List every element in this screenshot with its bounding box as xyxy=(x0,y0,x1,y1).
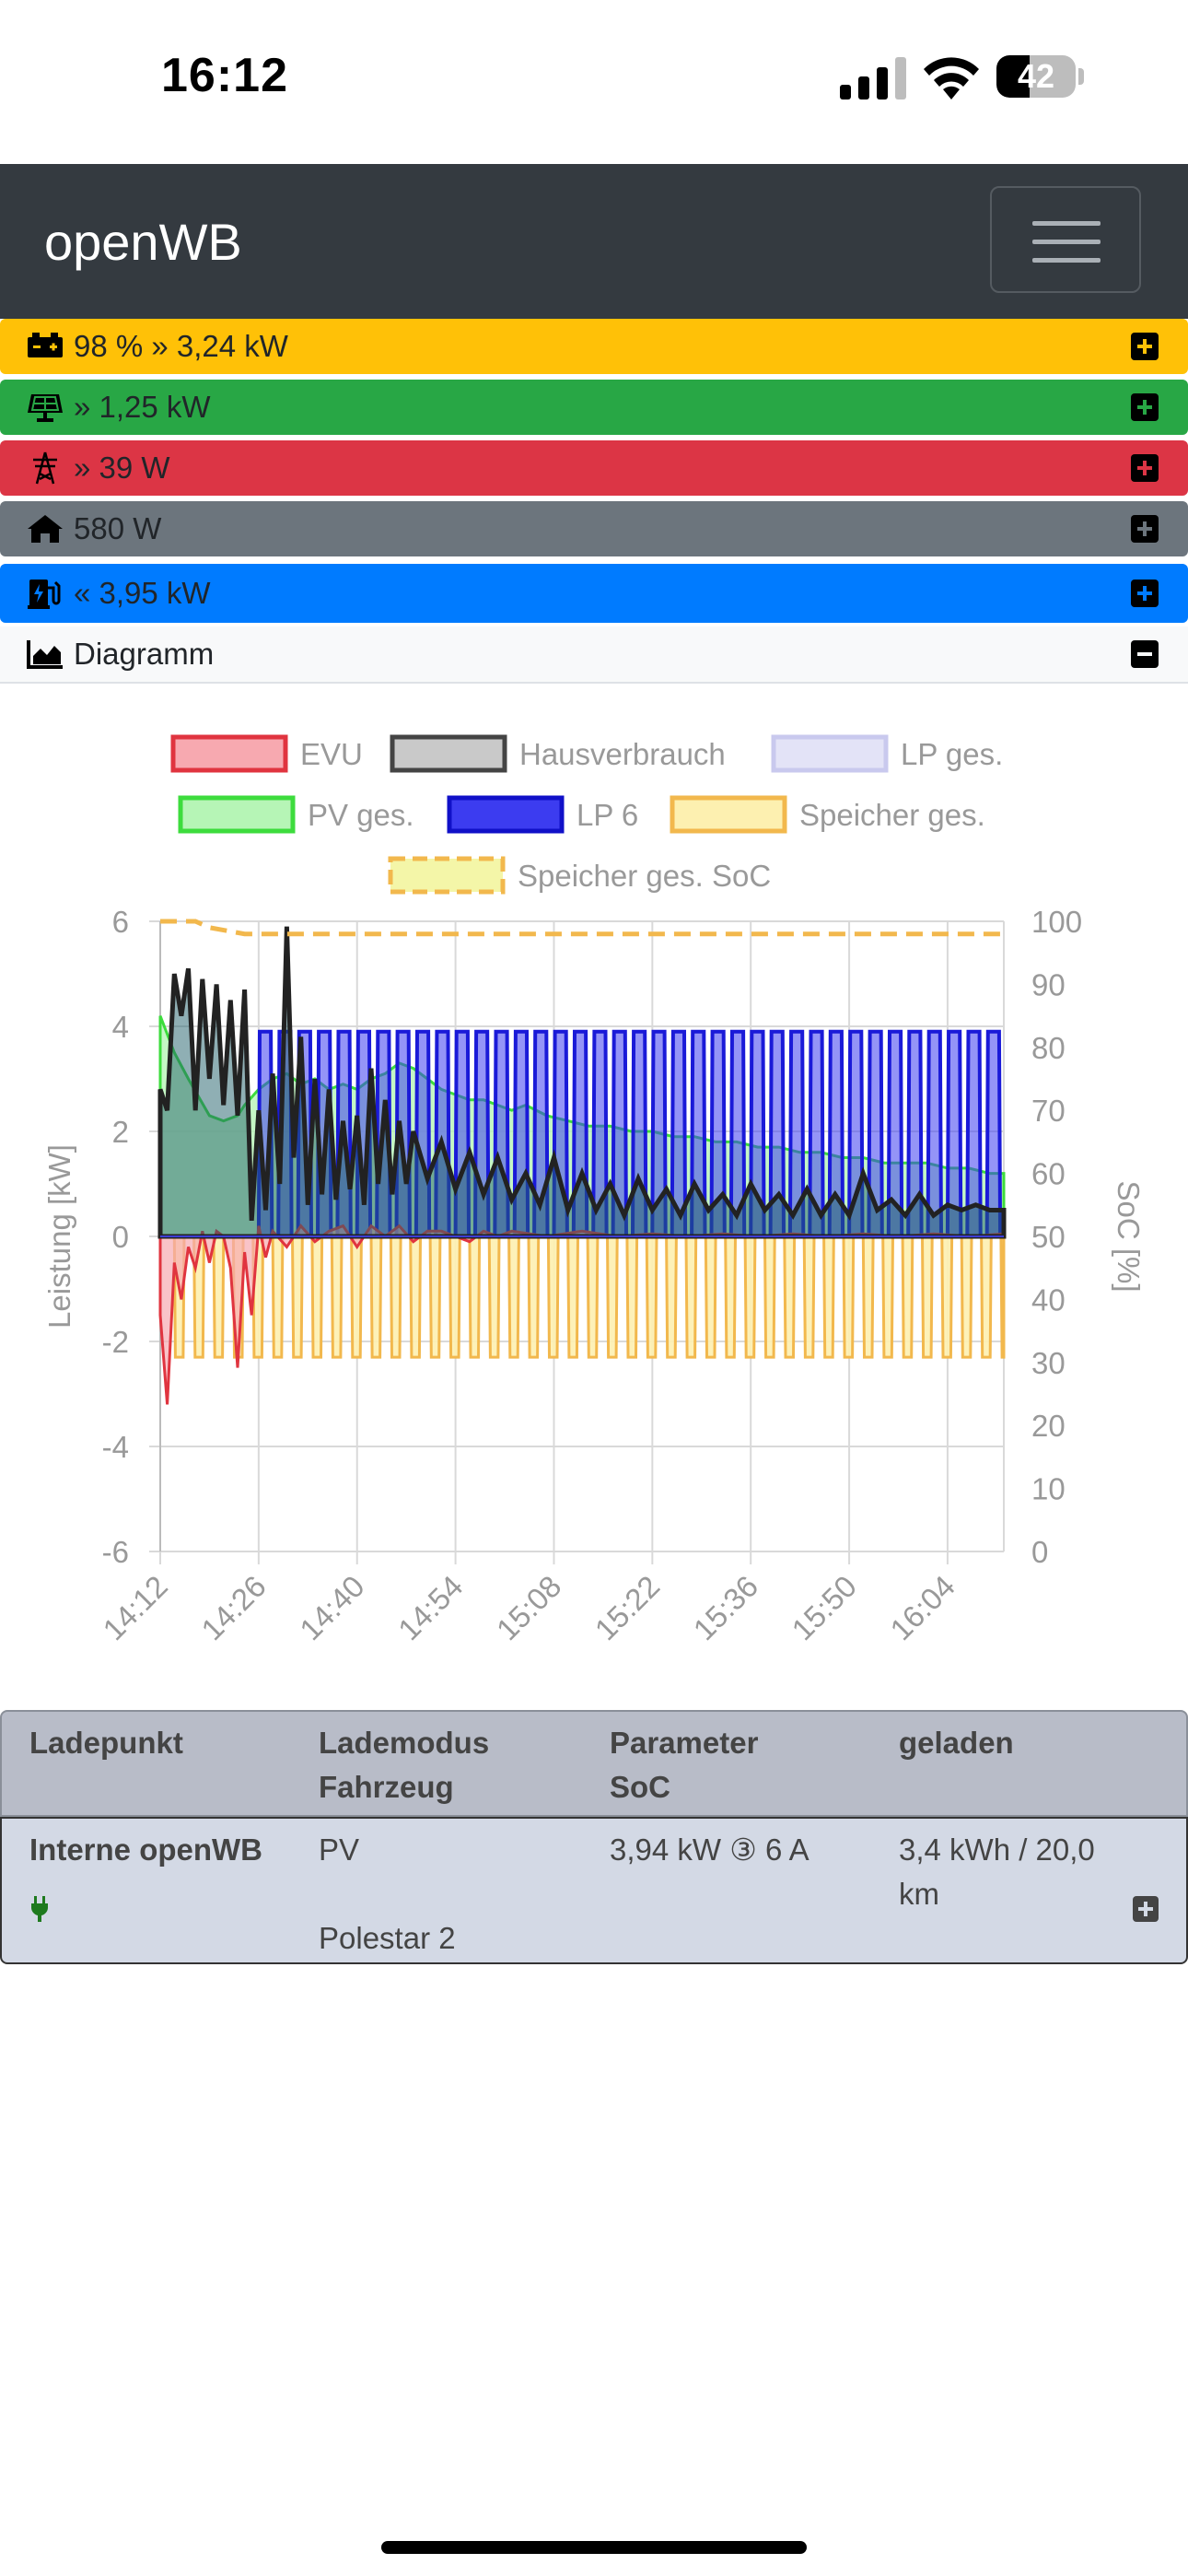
battery-icon: 42 xyxy=(996,55,1085,98)
legend-swatch-6 xyxy=(388,856,506,895)
expand-ladepunkte-icon[interactable] xyxy=(1131,580,1159,607)
y-right-tick-7: 30 xyxy=(1031,1346,1066,1380)
speicher-value: 98 % » 3,24 kW xyxy=(74,329,288,363)
chargepoint-name[interactable]: Interne openWB xyxy=(29,1832,262,1867)
y-right-tick-10: 0 xyxy=(1031,1535,1048,1569)
expand-pv-icon[interactable] xyxy=(1131,393,1159,421)
collapse-diagramm-icon[interactable] xyxy=(1131,640,1159,668)
navbar: openWB xyxy=(0,164,1188,319)
header-soc: SoC xyxy=(610,1770,670,1804)
y-right-tick-1: 90 xyxy=(1031,967,1066,1001)
y-right-tick-9: 10 xyxy=(1031,1472,1066,1506)
x-tick-7: 15:50 xyxy=(785,1569,863,1647)
chart-canvas: EVU Hausverbrauch LP ges. PV ges. LP 6 Speich… xyxy=(42,734,1146,1647)
x-tick-0: 14:12 xyxy=(96,1569,174,1647)
header-lademodus: Lademodus xyxy=(319,1726,490,1760)
y-left-tick-0: 6 xyxy=(112,905,129,939)
legend-swatch-3 xyxy=(178,795,296,834)
legend-swatch-1 xyxy=(390,734,507,773)
expand-haus-icon[interactable] xyxy=(1131,515,1159,543)
y-left-tick-6: -6 xyxy=(102,1535,129,1569)
legend-swatch-5 xyxy=(670,795,787,834)
power-pylon-icon xyxy=(33,451,57,485)
y-left-tick-2: 2 xyxy=(112,1115,129,1149)
legend-label-2: LP ges. xyxy=(901,737,1003,771)
power-chart: EVU Hausverbrauch LP ges. PV ges. LP 6 Speich… xyxy=(0,685,1188,1708)
area-chart-icon xyxy=(27,640,63,669)
y-left-tick-1: 4 xyxy=(112,1010,129,1044)
legend-label-0: EVU xyxy=(300,737,363,771)
row-evu[interactable]: » 39 W xyxy=(0,440,1188,496)
y-left-tick-3: 0 xyxy=(112,1220,129,1254)
row-ladepunkte[interactable]: « 3,95 kW xyxy=(0,564,1188,623)
legend-label-6: Speicher ges. SoC xyxy=(518,859,771,893)
x-tick-8: 16:04 xyxy=(883,1569,961,1647)
wifi-icon xyxy=(924,57,979,100)
row-pv[interactable]: » 1,25 kW xyxy=(0,380,1188,435)
car-battery-icon xyxy=(28,333,63,357)
header-geladen: geladen xyxy=(899,1726,1014,1760)
legend-swatch-0 xyxy=(170,734,288,773)
x-tick-5: 15:22 xyxy=(588,1569,667,1647)
ladepunkte-value: « 3,95 kW xyxy=(74,576,211,610)
legend-label-3: PV ges. xyxy=(308,798,414,832)
charging-station-icon xyxy=(28,580,61,609)
y-left-tick-4: -2 xyxy=(102,1325,129,1359)
charge-parameter: 3,94 kW ③ 6 A xyxy=(610,1832,809,1867)
header-ladepunkt: Ladepunkt xyxy=(29,1726,183,1760)
x-tick-3: 14:54 xyxy=(391,1569,470,1647)
diagramm-label: Diagramm xyxy=(74,637,215,671)
evu-value: » 39 W xyxy=(74,451,170,485)
y-right-tick-0: 100 xyxy=(1031,905,1082,939)
haus-value: 580 W xyxy=(74,511,162,545)
series-evu xyxy=(158,1224,1006,1405)
legend-swatch-4 xyxy=(447,795,565,834)
y-right-tick-3: 70 xyxy=(1031,1094,1066,1128)
y-left-tick-5: -4 xyxy=(102,1430,129,1464)
y-right-tick-2: 80 xyxy=(1031,1031,1066,1065)
home-icon xyxy=(28,515,63,543)
charge-mode[interactable]: PV xyxy=(319,1832,360,1867)
expand-chargepoint-icon[interactable] xyxy=(1133,1896,1159,1922)
menu-toggle-button[interactable] xyxy=(990,186,1141,293)
status-bar: 16:12 42 xyxy=(0,0,1188,164)
charged-range: km xyxy=(899,1877,939,1911)
row-speicher[interactable]: 98 % » 3,24 kW xyxy=(0,319,1188,374)
header-parameter: Parameter xyxy=(610,1726,759,1760)
series-speicher xyxy=(172,1235,1006,1359)
table-header: Ladepunkt Lademodus Fahrzeug Parameter S… xyxy=(0,1710,1188,1817)
cellular-signal-icon xyxy=(840,57,906,100)
expand-evu-icon[interactable] xyxy=(1131,454,1159,482)
series-soc xyxy=(160,919,1004,937)
table-row[interactable]: Interne openWB PV Polestar 2 3,94 kW ③ 6… xyxy=(0,1817,1188,1964)
header-fahrzeug: Fahrzeug xyxy=(319,1770,454,1804)
y-right-tick-6: 40 xyxy=(1031,1282,1066,1317)
y-right-tick-4: 60 xyxy=(1031,1157,1066,1191)
y-right-tick-5: 50 xyxy=(1031,1220,1066,1254)
legend-label-1: Hausverbrauch xyxy=(519,737,726,771)
app-title[interactable]: openWB xyxy=(44,213,242,271)
series-haus xyxy=(157,926,1007,1239)
row-diagramm[interactable]: Diagramm xyxy=(0,626,1188,684)
battery-level: 42 xyxy=(1017,57,1055,95)
legend-swatch-2 xyxy=(771,734,889,773)
solar-panel-icon xyxy=(28,394,63,422)
expand-speicher-icon[interactable] xyxy=(1131,333,1159,360)
charged-energy: 3,4 kWh / 20,0 xyxy=(899,1832,1095,1867)
plug-icon xyxy=(31,1896,48,1922)
y-right-axis-title: SoC [%] xyxy=(1112,1180,1146,1292)
x-tick-1: 14:26 xyxy=(194,1569,273,1647)
home-indicator xyxy=(381,2541,807,2554)
pv-value: » 1,25 kW xyxy=(74,390,211,424)
status-time: 16:12 xyxy=(161,49,288,102)
x-tick-4: 15:08 xyxy=(490,1569,568,1647)
x-tick-2: 14:40 xyxy=(293,1569,371,1647)
y-left-axis-title: Leistung [kW] xyxy=(42,1144,76,1329)
vehicle-name[interactable]: Polestar 2 xyxy=(319,1921,456,1955)
x-tick-6: 15:36 xyxy=(687,1569,765,1647)
legend-label-4: LP 6 xyxy=(577,798,638,832)
legend-label-5: Speicher ges. xyxy=(799,798,985,832)
row-haus[interactable]: 580 W xyxy=(0,501,1188,556)
y-right-tick-8: 20 xyxy=(1031,1409,1066,1443)
